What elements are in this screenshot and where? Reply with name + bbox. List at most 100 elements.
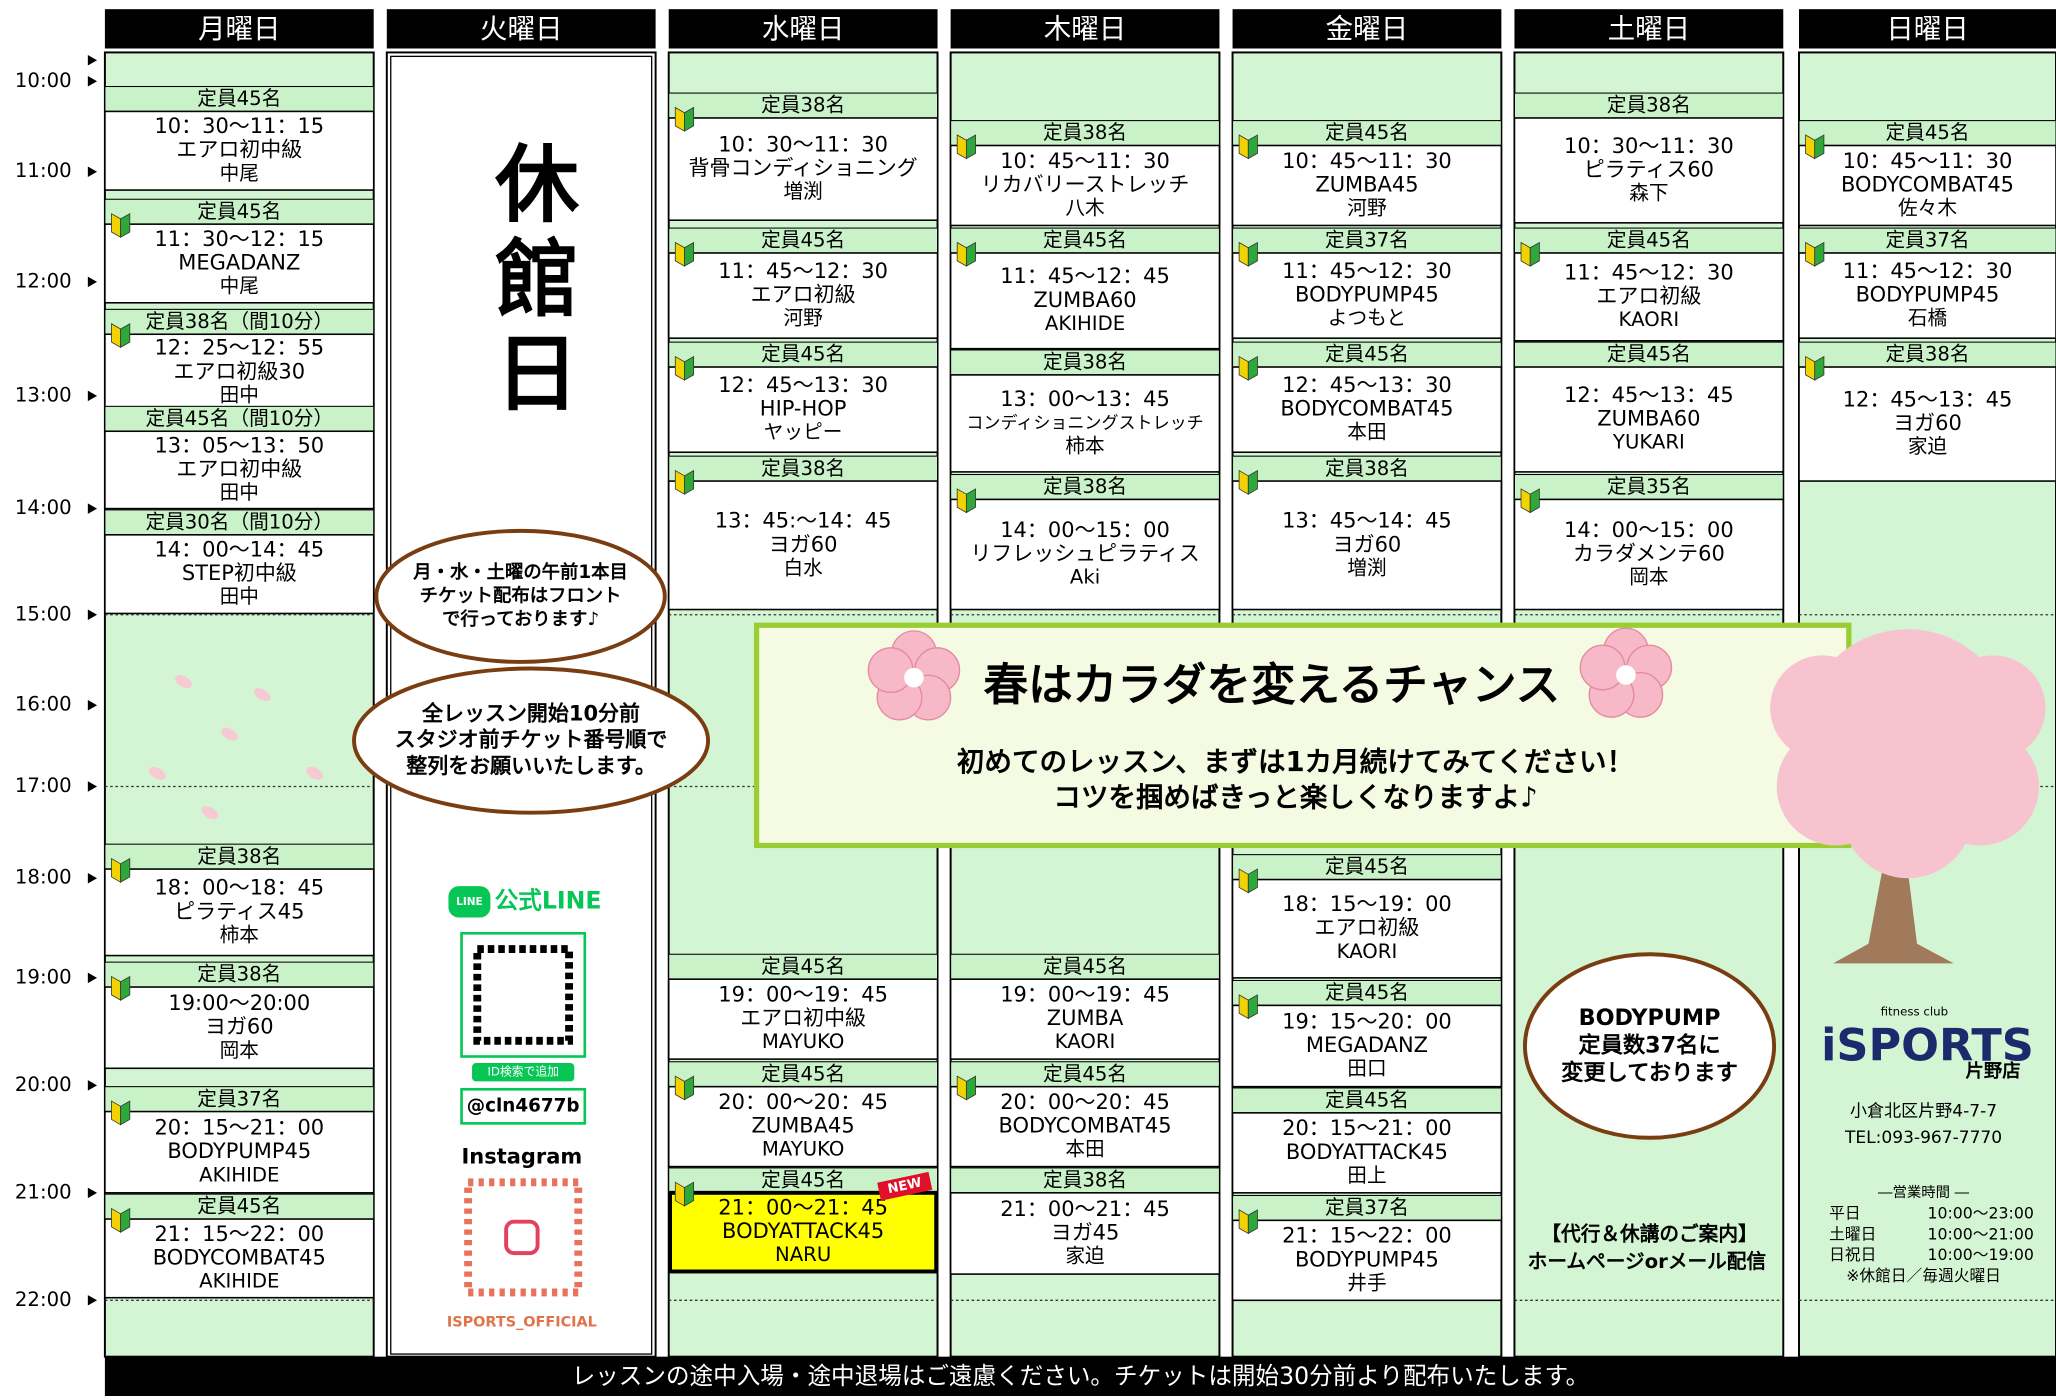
time-label: 19:00 — [15, 965, 72, 988]
lesson-time: 11：45～12：30 — [1843, 259, 2013, 283]
lesson-box — [1513, 252, 1785, 342]
beginner-mark — [965, 1075, 976, 1101]
instructor: AKIHIDE — [1045, 312, 1125, 335]
capacity: 定員37名 — [1325, 1196, 1409, 1219]
capacity: 定員38名 — [1043, 1169, 1127, 1192]
lesson-name: BODYPUMP45 — [1856, 283, 2000, 307]
capacity: 定員38名 — [1886, 343, 1970, 366]
capacity-strip — [1513, 473, 1784, 500]
lesson-time: 20：00～20：45 — [718, 1090, 888, 1114]
footer-bar — [104, 1356, 2056, 1396]
instructor: 河野 — [783, 307, 823, 330]
lesson-box — [1231, 878, 1503, 979]
lesson-time: 12：45～13：30 — [718, 373, 888, 397]
day-header — [104, 9, 374, 49]
capacity-strip — [1798, 120, 2056, 147]
id-hint-bg — [472, 1063, 575, 1082]
time-label: 11:00 — [15, 159, 72, 182]
notice-text: 定員数37名に — [1578, 1032, 1720, 1059]
day-name: 金曜日 — [1326, 13, 1409, 45]
capacity-strip — [1232, 455, 1502, 482]
capacity: 定員45名 — [1325, 1089, 1409, 1112]
day-header — [1514, 9, 1784, 49]
lesson-time: 10：45～11：30 — [1282, 149, 1452, 173]
notice-text: で行っております♪ — [442, 608, 599, 630]
instructor: 岡本 — [1629, 566, 1668, 589]
lesson-name: エアロ初中級 — [176, 457, 302, 481]
lesson-time: 18：15～19：00 — [1282, 892, 1452, 916]
lesson-name: BODYATTACK45 — [722, 1219, 884, 1243]
beginner-mark — [684, 355, 695, 381]
lesson-box — [104, 868, 375, 957]
lesson-name: ヨガ60 — [1333, 532, 1402, 556]
lesson-box — [667, 117, 939, 222]
beginner-mark — [684, 469, 695, 495]
instructor: 八木 — [1065, 197, 1105, 220]
capacity-strip — [104, 85, 375, 112]
instructor: 佐々木 — [1898, 197, 1957, 220]
notice-text: 整列をお願いいたします。 — [406, 754, 656, 778]
time-arrow — [87, 503, 98, 514]
time-arrow — [87, 390, 98, 402]
capacity-strip — [1513, 227, 1784, 254]
lesson-time: 11：45～12：30 — [718, 259, 888, 283]
lesson-time: 19：00～19：45 — [1000, 983, 1170, 1007]
lesson-time: 10：45～11：30 — [1843, 149, 2013, 173]
capacity-strip — [1232, 1087, 1502, 1114]
instructor: KAORI — [1619, 308, 1680, 331]
lesson-time: 21：00～21：45 — [1000, 1197, 1170, 1221]
capacity-strip — [104, 405, 375, 432]
capacity: 定員38名 — [1325, 457, 1409, 480]
lesson-box — [104, 1218, 375, 1299]
day-header — [386, 9, 656, 49]
lesson-box — [949, 1192, 1221, 1275]
lesson-name: ZUMBA45 — [752, 1114, 855, 1138]
time-arrow — [87, 781, 98, 792]
lesson-name: BODYCOMBAT45 — [999, 1114, 1172, 1138]
beginner-mark — [120, 975, 131, 1001]
time-label: 16:00 — [15, 693, 72, 716]
lesson-time: 10：30～11：15 — [154, 114, 324, 138]
beginner-mark — [965, 134, 976, 160]
capacity: 定員37名 — [1325, 229, 1409, 252]
capacity-strip — [1513, 92, 1784, 119]
capacity: 定員38名（間10分） — [145, 310, 333, 333]
beginner-mark — [1814, 241, 1825, 267]
capacity: 定員45名 — [1607, 229, 1691, 252]
capacity: 定員37名 — [197, 1087, 281, 1110]
capacity-strip — [104, 308, 375, 335]
lesson-box — [667, 366, 939, 454]
lesson-time: 19：15～20：00 — [1282, 1009, 1452, 1033]
lesson-time: 14：00～15：00 — [1564, 518, 1734, 542]
lesson-name: ピラティス60 — [1584, 157, 1714, 181]
lesson-time: 13：00～13：45 — [1000, 387, 1170, 411]
capacity: 定員45名 — [1043, 229, 1127, 252]
time-label: 14:00 — [15, 496, 72, 519]
tree-trunk — [1833, 838, 1954, 964]
time-arrow — [87, 55, 98, 66]
capacity: 定員38名 — [197, 963, 281, 986]
beginner-mark — [120, 323, 131, 349]
lesson-time: 13：45～14：45 — [1282, 509, 1452, 533]
lesson-name: BODYCOMBAT45 — [1841, 172, 2014, 196]
banner-text: 初めてのレッスン、まずは1カ月続けてみてください！ — [957, 746, 1634, 778]
lesson-time: 13：05～13：50 — [154, 433, 324, 457]
beginner-mark — [120, 1100, 131, 1126]
instructor: よつもと — [1328, 307, 1406, 330]
instagram: Instagram — [461, 1144, 582, 1168]
lesson-time: 12：45～13：45 — [1564, 383, 1734, 407]
beginner-mark — [120, 857, 131, 883]
lesson-name: エアロ初級30 — [174, 359, 306, 383]
lesson-name: ヨガ60 — [1893, 411, 1962, 435]
petal — [221, 727, 238, 741]
time-arrow — [87, 609, 98, 621]
time-arrow — [87, 872, 98, 884]
beginner-mark — [1247, 469, 1258, 495]
time-label: 21:00 — [15, 1180, 72, 1203]
capacity: 定員45名 — [761, 229, 845, 252]
instructor: KAORI — [1055, 1030, 1116, 1053]
tel: TEL:093-967-7770 — [1844, 1128, 2002, 1148]
notice-text: 全レッスン開始10分前 — [421, 701, 640, 725]
beginner-mark — [1247, 868, 1258, 894]
lesson-time: 14：00～14：45 — [154, 538, 324, 562]
